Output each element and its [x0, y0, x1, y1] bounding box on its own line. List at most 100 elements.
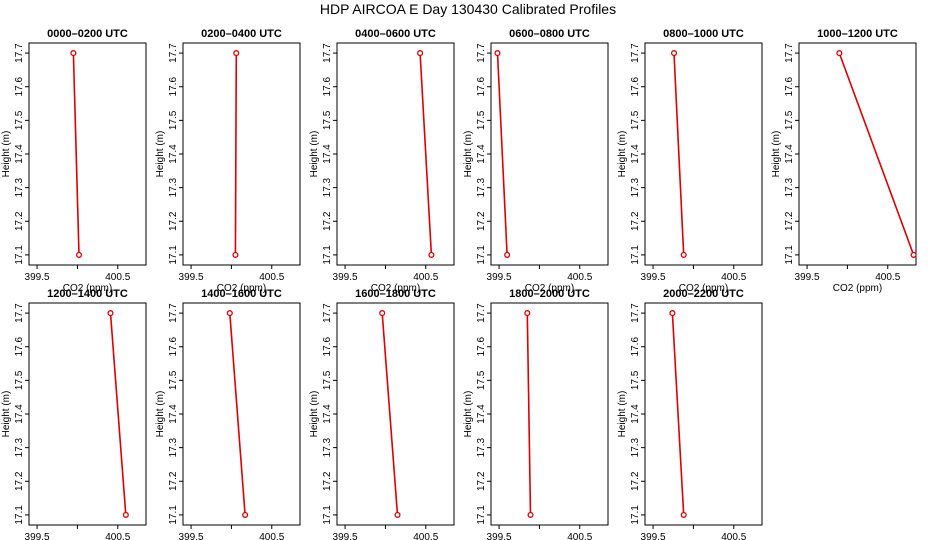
y-axis-label: Height (m): [309, 131, 320, 178]
plot-frame: [28, 42, 147, 266]
series-line: [109, 313, 127, 515]
y-tick-label: 17.5: [322, 370, 333, 390]
y-axis-label: Height (m): [155, 131, 166, 178]
y-tick-label: 17.5: [784, 110, 795, 130]
series-line: [526, 313, 532, 515]
plot-frame: [336, 42, 455, 266]
series-line: [496, 53, 508, 255]
x-axis-label: CO2 (ppm): [371, 283, 420, 294]
y-axis-label: Height (m): [463, 391, 474, 438]
y-tick-label: 17.7: [476, 303, 487, 323]
series-line: [234, 53, 238, 255]
y-tick-label: 17.3: [322, 437, 333, 457]
y-tick-label: 17.3: [168, 437, 179, 457]
y-tick-label: 17.5: [476, 110, 487, 130]
chart-panel: 0600–0800 UTC 17.1 17.2 17.3 17.4 17.5 17.6 17.…: [463, 28, 609, 294]
y-axis-label: Height (m): [617, 391, 628, 438]
y-tick-label: 17.1: [322, 505, 333, 525]
y-tick-label: 17.6: [476, 77, 487, 97]
data-point: [680, 251, 687, 258]
x-tick-label: 400.5: [259, 272, 284, 283]
data-point: [232, 251, 239, 258]
y-tick-label: 17.6: [476, 337, 487, 357]
y-tick-label: 17.3: [630, 437, 641, 457]
y-tick-label: 17.3: [14, 177, 25, 197]
x-tick-label: 400.5: [105, 272, 130, 283]
chart-panel: 0000–0200 UTC 17.1 17.2 17.3 17.4 17.5 17.6 17.…: [1, 28, 147, 294]
data-point: [910, 251, 917, 258]
chart-title: 0400–0600 UTC: [355, 28, 436, 40]
y-tick-label: 17.5: [630, 110, 641, 130]
y-tick-label: 17.7: [322, 303, 333, 323]
data-point: [680, 511, 687, 518]
y-axis-label: Height (m): [309, 391, 320, 438]
chart-panel: 1200–1400 UTC 17.1 17.2 17.3 17.4 17.5 17.6 17.…: [1, 288, 147, 540]
y-axis-label: Height (m): [463, 131, 474, 178]
chart-title: 0200–0400 UTC: [201, 28, 282, 40]
chart-panel: 1800–2000 UTC 17.1 17.2 17.3 17.4 17.5 17.6 17.…: [463, 288, 609, 540]
y-axis-label: Height (m): [1, 131, 12, 178]
data-point: [242, 511, 249, 518]
y-tick-label: 17.3: [476, 437, 487, 457]
data-point: [75, 251, 83, 258]
y-tick-label: 17.4: [476, 404, 487, 424]
y-tick-label: 17.7: [476, 43, 487, 63]
x-tick-label: 400.5: [105, 532, 130, 540]
x-tick-label: 399.5: [179, 532, 204, 540]
y-tick-label: 17.2: [630, 211, 641, 231]
series-line: [229, 313, 246, 515]
y-tick-label: 17.6: [168, 77, 179, 97]
y-tick-label: 17.4: [784, 144, 795, 164]
plot-frame: [490, 302, 609, 526]
data-point: [836, 50, 843, 57]
x-axis-label: CO2 (ppm): [833, 283, 882, 294]
chart-panel: 0200–0400 UTC 17.1 17.2 17.3 17.4 17.5 17.6 17.…: [155, 28, 301, 294]
chart-panel: 1000–1200 UTC 17.1 17.2 17.3 17.4 17.5 17.6 17.…: [771, 28, 917, 294]
y-tick-label: 17.4: [168, 144, 179, 164]
y-tick-label: 17.2: [784, 211, 795, 231]
chart-title: 0600–0800 UTC: [509, 28, 590, 40]
y-tick-label: 17.6: [14, 337, 25, 357]
y-tick-label: 17.5: [14, 110, 25, 130]
y-tick-label: 17.1: [476, 245, 487, 265]
x-tick-label: 399.5: [641, 272, 666, 283]
y-tick-label: 17.7: [14, 43, 25, 63]
data-point: [669, 310, 676, 317]
x-tick-label: 399.5: [25, 272, 50, 283]
y-tick-label: 17.4: [14, 144, 25, 164]
series-line: [838, 52, 915, 256]
chart-title: 0800–1000 UTC: [663, 28, 744, 40]
series-line: [72, 53, 80, 255]
y-tick-label: 17.1: [14, 245, 25, 265]
y-tick-label: 17.2: [476, 471, 487, 491]
y-tick-label: 17.3: [14, 437, 25, 457]
chart-panel: 1400–1600 UTC 17.1 17.2 17.3 17.4 17.5 17.6 17.…: [155, 288, 301, 540]
y-tick-label: 17.5: [168, 110, 179, 130]
y-axis-label: Height (m): [771, 131, 782, 178]
x-axis-label: CO2 (ppm): [525, 283, 574, 294]
y-tick-label: 17.2: [322, 471, 333, 491]
y-tick-label: 17.7: [784, 43, 795, 63]
y-tick-label: 17.6: [784, 77, 795, 97]
x-axis-label: CO2 (ppm): [217, 283, 266, 294]
plot-frame: [798, 42, 917, 266]
data-point: [122, 511, 129, 518]
x-tick-label: 400.5: [875, 272, 900, 283]
y-tick-label: 17.2: [630, 471, 641, 491]
chart-title: 2000–2200 UTC: [663, 288, 744, 300]
x-tick-label: 399.5: [25, 532, 50, 540]
y-tick-label: 17.1: [630, 505, 641, 525]
x-tick-label: 399.5: [641, 532, 666, 540]
y-tick-label: 17.7: [168, 43, 179, 63]
x-tick-label: 399.5: [487, 532, 512, 540]
data-point: [494, 50, 501, 57]
y-tick-label: 17.6: [630, 77, 641, 97]
y-tick-label: 17.3: [630, 177, 641, 197]
data-point: [226, 310, 233, 317]
y-tick-label: 17.1: [784, 245, 795, 265]
x-tick-label: 400.5: [259, 532, 284, 540]
y-tick-label: 17.6: [322, 337, 333, 357]
y-tick-label: 17.7: [630, 303, 641, 323]
chart-panel: 0800–1000 UTC 17.1 17.2 17.3 17.4 17.5 17.6 17.…: [617, 28, 763, 294]
